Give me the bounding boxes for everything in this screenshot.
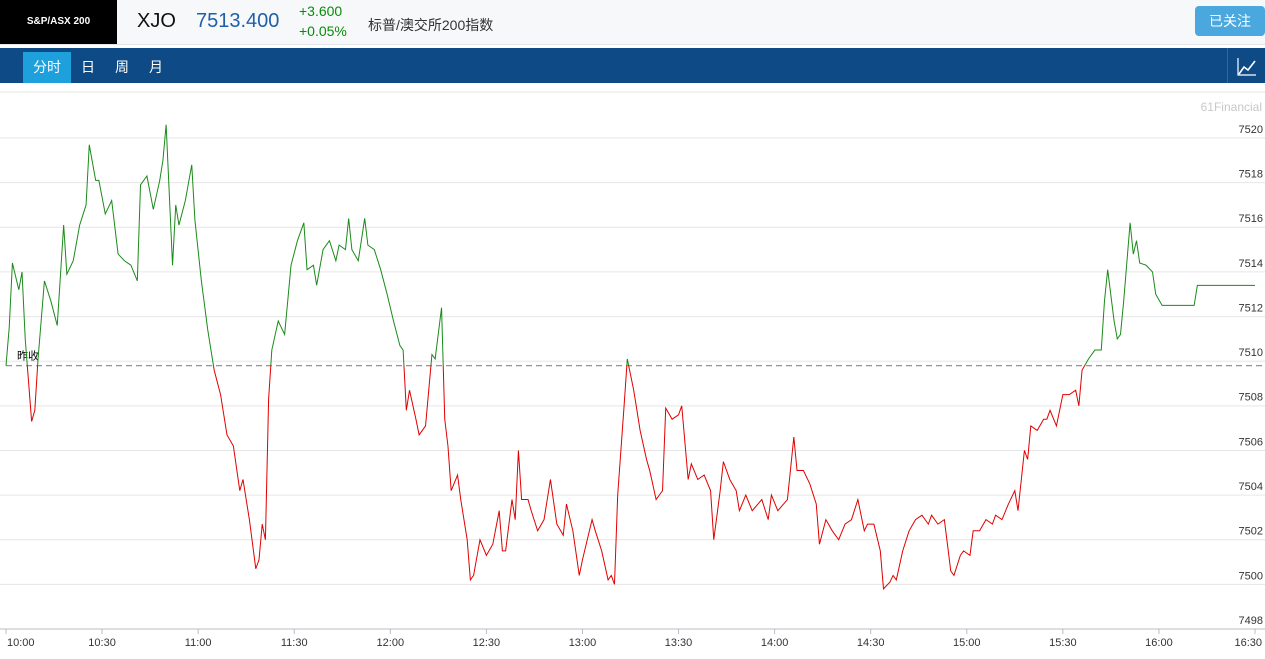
y-tick-label: 7512 bbox=[1239, 302, 1263, 314]
tab[interactable]: 月 bbox=[149, 59, 163, 75]
tab[interactable]: 周 bbox=[115, 59, 129, 75]
header: S&P/ASX 200 XJO 7513.400 +3.600 +0.05% 标… bbox=[0, 0, 1265, 45]
x-tick-label: 10:00 bbox=[7, 637, 35, 649]
x-tick-label: 11:00 bbox=[185, 637, 212, 649]
index-name: 标普/澳交所200指数 bbox=[368, 17, 494, 33]
y-tick-label: 7516 bbox=[1239, 213, 1263, 225]
x-tick-label: 12:00 bbox=[377, 637, 405, 649]
y-tick-label: 7498 bbox=[1239, 615, 1263, 627]
x-tick-label: 10:30 bbox=[88, 637, 116, 649]
tab[interactable]: 日 bbox=[81, 59, 95, 75]
watermark: 61Financial bbox=[1201, 100, 1262, 114]
x-tick-label: 11:30 bbox=[281, 637, 308, 649]
tab-bar: 分时 日 周 月 bbox=[0, 48, 1265, 83]
price-change: +3.600 bbox=[299, 3, 343, 19]
x-tick-label: 15:00 bbox=[953, 637, 981, 649]
symbol: XJO bbox=[137, 10, 176, 32]
follow-button[interactable]: 已关注 bbox=[1195, 6, 1265, 36]
y-tick-label: 7514 bbox=[1239, 258, 1263, 270]
index-logo: S&P/ASX 200 bbox=[0, 0, 117, 44]
y-tick-label: 7520 bbox=[1239, 124, 1263, 136]
y-tick-label: 7510 bbox=[1239, 347, 1263, 359]
reference-label: 昨收 bbox=[17, 349, 39, 363]
chart-icon bbox=[1237, 58, 1256, 76]
y-tick-label: 7508 bbox=[1239, 392, 1263, 404]
x-tick-label: 14:30 bbox=[857, 637, 885, 649]
x-tick-label: 16:00 bbox=[1145, 637, 1173, 649]
price: 7513.400 bbox=[196, 10, 280, 32]
x-tick-label: 13:30 bbox=[665, 637, 693, 649]
price-line bbox=[5, 124, 1255, 590]
y-tick-label: 7504 bbox=[1239, 481, 1263, 493]
y-tick-label: 7506 bbox=[1239, 436, 1263, 448]
price-change-percent: +0.05% bbox=[299, 23, 347, 39]
y-tick-label: 7500 bbox=[1239, 570, 1263, 582]
x-tick-label: 13:00 bbox=[569, 637, 597, 649]
y-tick-label: 7518 bbox=[1239, 169, 1263, 181]
chart-type-button[interactable] bbox=[1227, 48, 1265, 83]
x-tick-label: 15:30 bbox=[1049, 637, 1077, 649]
x-tick-label: 16:30 bbox=[1234, 637, 1262, 649]
y-tick-label: 7502 bbox=[1239, 526, 1263, 538]
x-tick-label: 12:30 bbox=[473, 637, 501, 649]
tab[interactable]: 分时 bbox=[23, 52, 71, 83]
x-tick-label: 14:00 bbox=[761, 637, 789, 649]
